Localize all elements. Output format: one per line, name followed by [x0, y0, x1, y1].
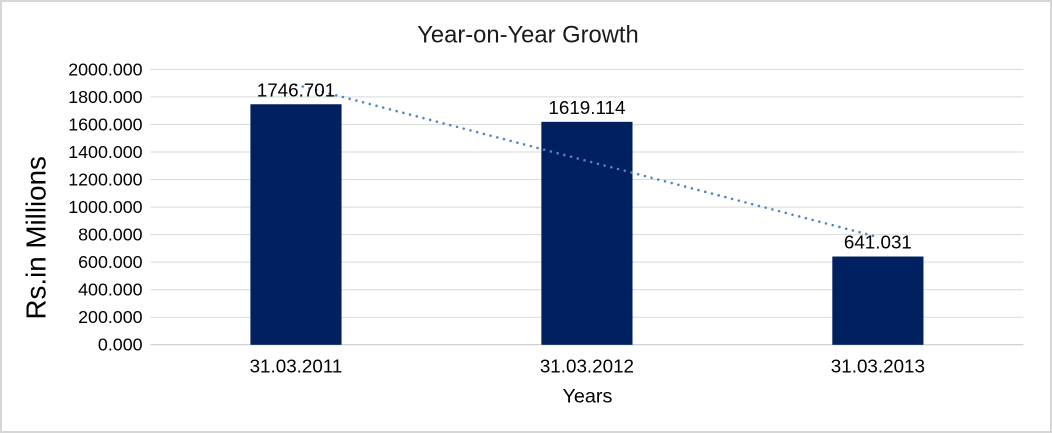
chart-title: Year-on-Year Growth: [417, 22, 639, 49]
y-tick-label: 0.000: [98, 335, 143, 355]
y-tick-label: 1400.000: [68, 142, 142, 162]
x-axis-title: Years: [562, 385, 612, 407]
x-tick-label: 31.03.2011: [250, 356, 343, 377]
y-tick-label: 2000.000: [68, 59, 142, 79]
bar: [541, 121, 633, 345]
labels-group: 0.000 200.000 400.000 600.000 800.000 1000.00…: [68, 59, 925, 376]
y-axis-title: Rs.in Millions: [20, 156, 51, 319]
y-tick-label: 1200.000: [68, 169, 142, 189]
y-tick-label: 400.000: [78, 280, 143, 300]
bars-group: [250, 104, 924, 345]
bar: [832, 256, 924, 345]
x-tick-label: 31.03.2012: [540, 356, 634, 377]
y-tick-label: 1600.000: [68, 114, 142, 134]
data-label: 641.031: [844, 232, 912, 253]
y-tick-label: 800.000: [78, 225, 143, 245]
y-tick-label: 200.000: [78, 307, 143, 327]
y-tick-label: 1000.000: [68, 197, 142, 217]
data-label: 1746.701: [257, 79, 335, 100]
bar: [250, 104, 342, 345]
y-tick-label: 1800.000: [68, 87, 142, 107]
data-label: 1619.114: [548, 97, 625, 118]
y-tick-label: 600.000: [78, 252, 143, 272]
x-tick-label: 31.03.2013: [831, 356, 925, 377]
